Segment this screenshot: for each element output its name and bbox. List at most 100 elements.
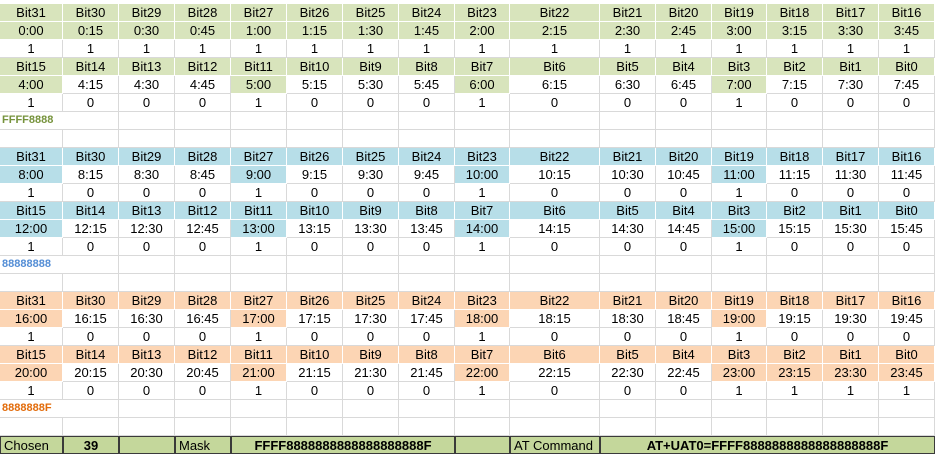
bit-label: Bit5 bbox=[600, 346, 656, 364]
bit-value: 0 bbox=[287, 382, 343, 400]
bit-label: Bit9 bbox=[343, 58, 399, 76]
time-cell: 8:00 bbox=[0, 166, 63, 184]
bit-value: 0 bbox=[63, 94, 119, 112]
time-cell: 5:15 bbox=[287, 76, 343, 94]
bit-value: 0 bbox=[879, 238, 935, 256]
hex-value: 88888888 bbox=[0, 256, 63, 274]
time-cell: 18:30 bbox=[600, 310, 656, 328]
empty-cell bbox=[879, 256, 935, 274]
bit-label: Bit17 bbox=[823, 4, 879, 22]
time-cell: 21:15 bbox=[287, 364, 343, 382]
time-cell: 11:45 bbox=[879, 166, 935, 184]
empty-cell bbox=[0, 274, 63, 292]
time-cell: 10:00 bbox=[455, 166, 510, 184]
bit-value: 0 bbox=[119, 382, 175, 400]
time-cell: 5:30 bbox=[343, 76, 399, 94]
time-cell: 10:30 bbox=[600, 166, 656, 184]
bit-value: 0 bbox=[175, 184, 231, 202]
bit-value: 0 bbox=[175, 94, 231, 112]
time-cell: 2:30 bbox=[600, 22, 656, 40]
time-cell: 18:45 bbox=[656, 310, 712, 328]
time-cell: 17:45 bbox=[399, 310, 455, 328]
bit-value: 0 bbox=[879, 184, 935, 202]
time-cell: 0:30 bbox=[119, 22, 175, 40]
time-cell: 8:30 bbox=[119, 166, 175, 184]
bit-value: 1 bbox=[823, 40, 879, 58]
bit-value: 0 bbox=[879, 94, 935, 112]
time-cell: 17:00 bbox=[231, 310, 287, 328]
empty-cell bbox=[175, 112, 231, 130]
bit-label: Bit19 bbox=[712, 292, 767, 310]
empty-cell bbox=[343, 130, 399, 148]
empty-cell bbox=[119, 400, 175, 418]
empty-cell bbox=[287, 256, 343, 274]
empty-cell bbox=[510, 400, 600, 418]
bit-value: 0 bbox=[656, 238, 712, 256]
bit-value: 0 bbox=[119, 94, 175, 112]
empty-cell bbox=[343, 112, 399, 130]
bit-value: 1 bbox=[712, 94, 767, 112]
bit-label: Bit21 bbox=[600, 292, 656, 310]
bit-value: 0 bbox=[656, 94, 712, 112]
bit-label: Bit10 bbox=[287, 346, 343, 364]
bit-value: 1 bbox=[231, 328, 287, 346]
empty-cell bbox=[63, 418, 119, 436]
bit-label: Bit1 bbox=[823, 202, 879, 220]
time-cell: 13:30 bbox=[343, 220, 399, 238]
bit-value: 1 bbox=[0, 328, 63, 346]
time-cell: 11:00 bbox=[712, 166, 767, 184]
bit-value: 0 bbox=[510, 94, 600, 112]
empty-cell bbox=[343, 256, 399, 274]
time-cell: 4:00 bbox=[0, 76, 63, 94]
time-cell: 18:15 bbox=[510, 310, 600, 328]
time-cell: 6:00 bbox=[455, 76, 510, 94]
bit-value: 1 bbox=[767, 382, 823, 400]
bit-value: 1 bbox=[287, 40, 343, 58]
time-cell: 0:45 bbox=[175, 22, 231, 40]
bit-value: 0 bbox=[175, 238, 231, 256]
empty-cell bbox=[119, 130, 175, 148]
mask-label: Mask bbox=[175, 436, 231, 454]
empty-cell bbox=[600, 418, 656, 436]
empty-cell bbox=[510, 256, 600, 274]
time-cell: 23:00 bbox=[712, 364, 767, 382]
time-cell: 23:30 bbox=[823, 364, 879, 382]
bit-value: 1 bbox=[231, 94, 287, 112]
time-cell: 12:30 bbox=[119, 220, 175, 238]
time-cell: 8:45 bbox=[175, 166, 231, 184]
bit-value: 0 bbox=[600, 238, 656, 256]
bit-label: Bit27 bbox=[231, 148, 287, 166]
time-cell: 0:15 bbox=[63, 22, 119, 40]
bit-label: Bit11 bbox=[231, 346, 287, 364]
empty-cell bbox=[175, 400, 231, 418]
bit-value: 1 bbox=[175, 40, 231, 58]
empty-cell bbox=[823, 112, 879, 130]
empty-cell bbox=[63, 256, 119, 274]
time-cell: 20:45 bbox=[175, 364, 231, 382]
bit-value: 0 bbox=[119, 328, 175, 346]
bit-label: Bit26 bbox=[287, 292, 343, 310]
bit-value: 1 bbox=[712, 382, 767, 400]
time-cell: 7:45 bbox=[879, 76, 935, 94]
time-cell: 9:45 bbox=[399, 166, 455, 184]
time-cell: 21:30 bbox=[343, 364, 399, 382]
bit-label: Bit12 bbox=[175, 202, 231, 220]
time-cell: 23:15 bbox=[767, 364, 823, 382]
empty-cell bbox=[767, 274, 823, 292]
empty-cell bbox=[656, 274, 712, 292]
empty-cell bbox=[343, 400, 399, 418]
bit-label: Bit13 bbox=[119, 58, 175, 76]
bit-value: 0 bbox=[343, 94, 399, 112]
time-cell: 3:15 bbox=[767, 22, 823, 40]
bit-value: 1 bbox=[119, 40, 175, 58]
bit-value: 0 bbox=[767, 94, 823, 112]
time-cell: 9:30 bbox=[343, 166, 399, 184]
time-cell: 1:15 bbox=[287, 22, 343, 40]
empty-cell bbox=[287, 400, 343, 418]
bit-label: Bit9 bbox=[343, 202, 399, 220]
bit-label: Bit24 bbox=[399, 148, 455, 166]
time-cell: 1:45 bbox=[399, 22, 455, 40]
time-cell: 20:00 bbox=[0, 364, 63, 382]
empty-cell bbox=[455, 400, 510, 418]
empty-cell bbox=[119, 256, 175, 274]
